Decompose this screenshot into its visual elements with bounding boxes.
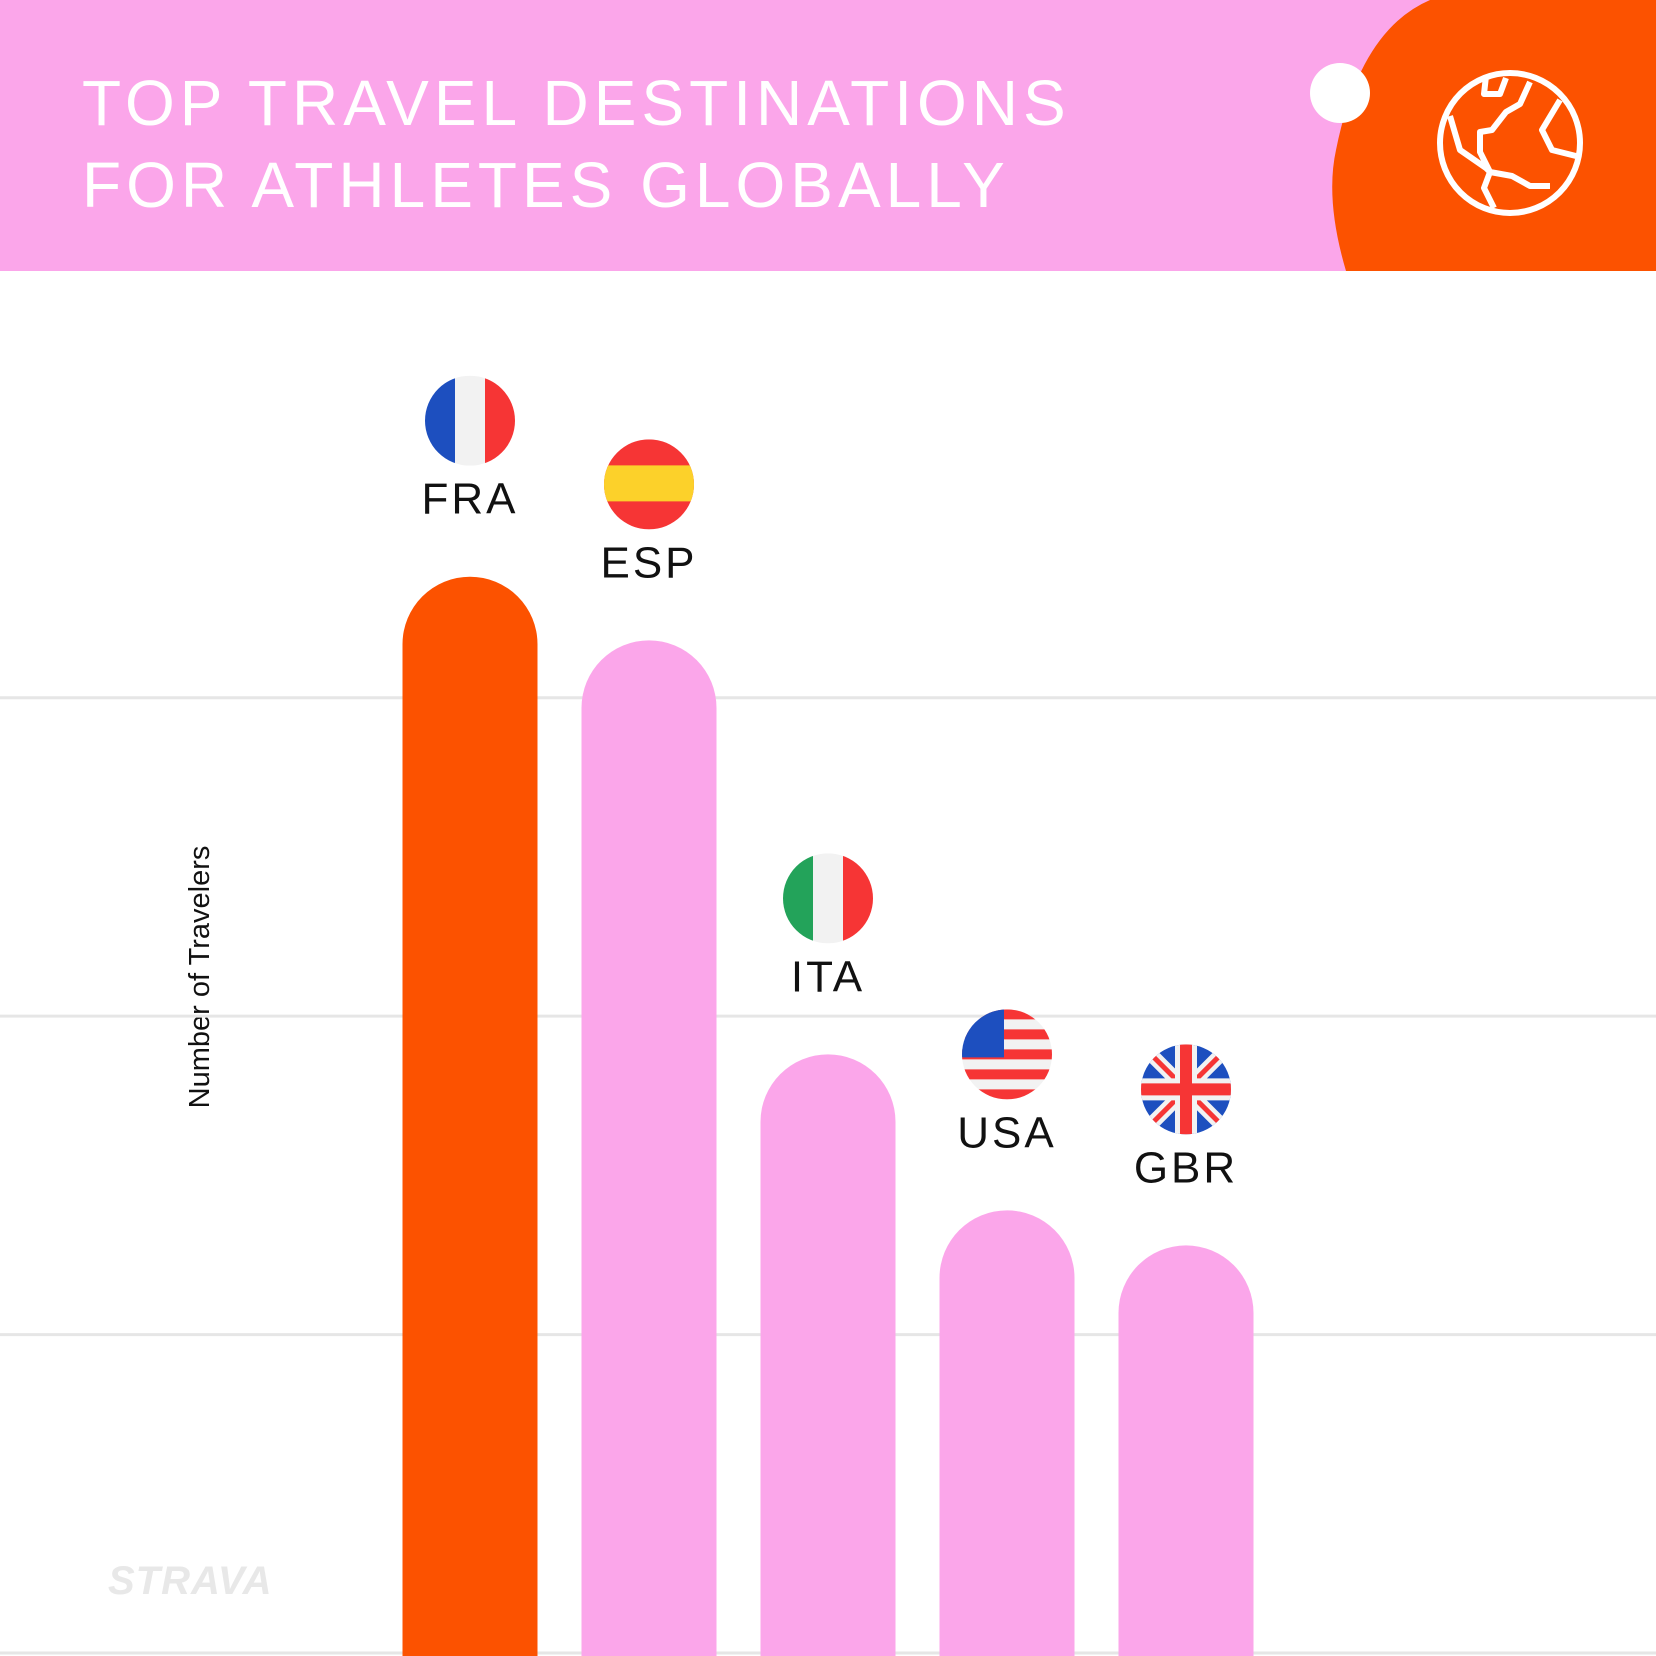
flag [962, 1009, 1052, 1099]
bar [581, 640, 717, 1656]
category-label: ESP [600, 538, 697, 587]
bar [1118, 1245, 1254, 1656]
logo: STRAVA [108, 1559, 273, 1603]
category-label: GBR [1134, 1143, 1238, 1192]
bar [760, 1054, 896, 1656]
flag [1141, 1044, 1231, 1134]
category-label: USA [957, 1108, 1056, 1157]
flag [425, 376, 515, 466]
category-label: ITA [791, 952, 865, 1001]
chart-title: TOP TRAVEL DESTINATIONS [82, 67, 1071, 139]
category-label: FRA [422, 475, 519, 524]
y-axis-label: Number of Travelers [184, 846, 216, 1109]
dot [1310, 63, 1370, 123]
flag [783, 853, 873, 943]
bar [939, 1210, 1075, 1656]
flag [604, 439, 694, 529]
chart-title: FOR ATHLETES GLOBALLY [82, 149, 1010, 221]
globe-icon [1437, 70, 1583, 216]
header-accent [1332, 0, 1656, 271]
bar [402, 576, 538, 1656]
